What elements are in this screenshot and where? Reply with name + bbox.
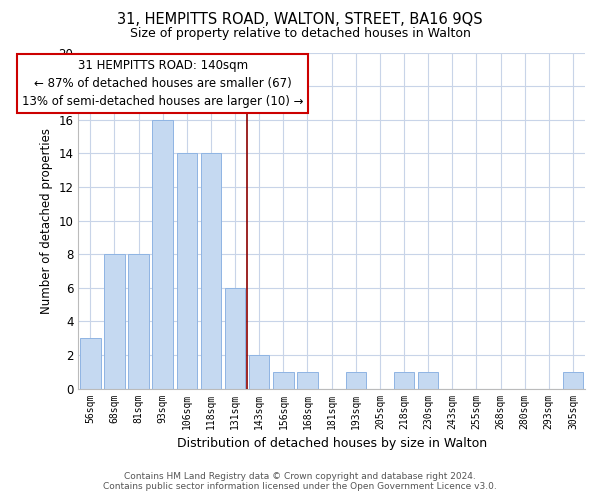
Bar xyxy=(80,338,101,388)
X-axis label: Distribution of detached houses by size in Walton: Distribution of detached houses by size … xyxy=(176,437,487,450)
Bar xyxy=(152,120,173,388)
Text: Size of property relative to detached houses in Walton: Size of property relative to detached ho… xyxy=(130,28,470,40)
Text: 31 HEMPITTS ROAD: 140sqm
← 87% of detached houses are smaller (67)
13% of semi-d: 31 HEMPITTS ROAD: 140sqm ← 87% of detach… xyxy=(22,59,304,108)
Bar xyxy=(128,254,149,388)
Y-axis label: Number of detached properties: Number of detached properties xyxy=(40,128,53,314)
Bar xyxy=(176,154,197,388)
Bar xyxy=(418,372,439,388)
Bar xyxy=(104,254,125,388)
Bar xyxy=(563,372,583,388)
Bar xyxy=(394,372,414,388)
Bar xyxy=(225,288,245,388)
Text: Contains HM Land Registry data © Crown copyright and database right 2024.
Contai: Contains HM Land Registry data © Crown c… xyxy=(103,472,497,491)
Bar xyxy=(249,355,269,388)
Text: 31, HEMPITTS ROAD, WALTON, STREET, BA16 9QS: 31, HEMPITTS ROAD, WALTON, STREET, BA16 … xyxy=(117,12,483,28)
Bar xyxy=(297,372,318,388)
Bar xyxy=(346,372,366,388)
Bar xyxy=(201,154,221,388)
Bar xyxy=(273,372,293,388)
